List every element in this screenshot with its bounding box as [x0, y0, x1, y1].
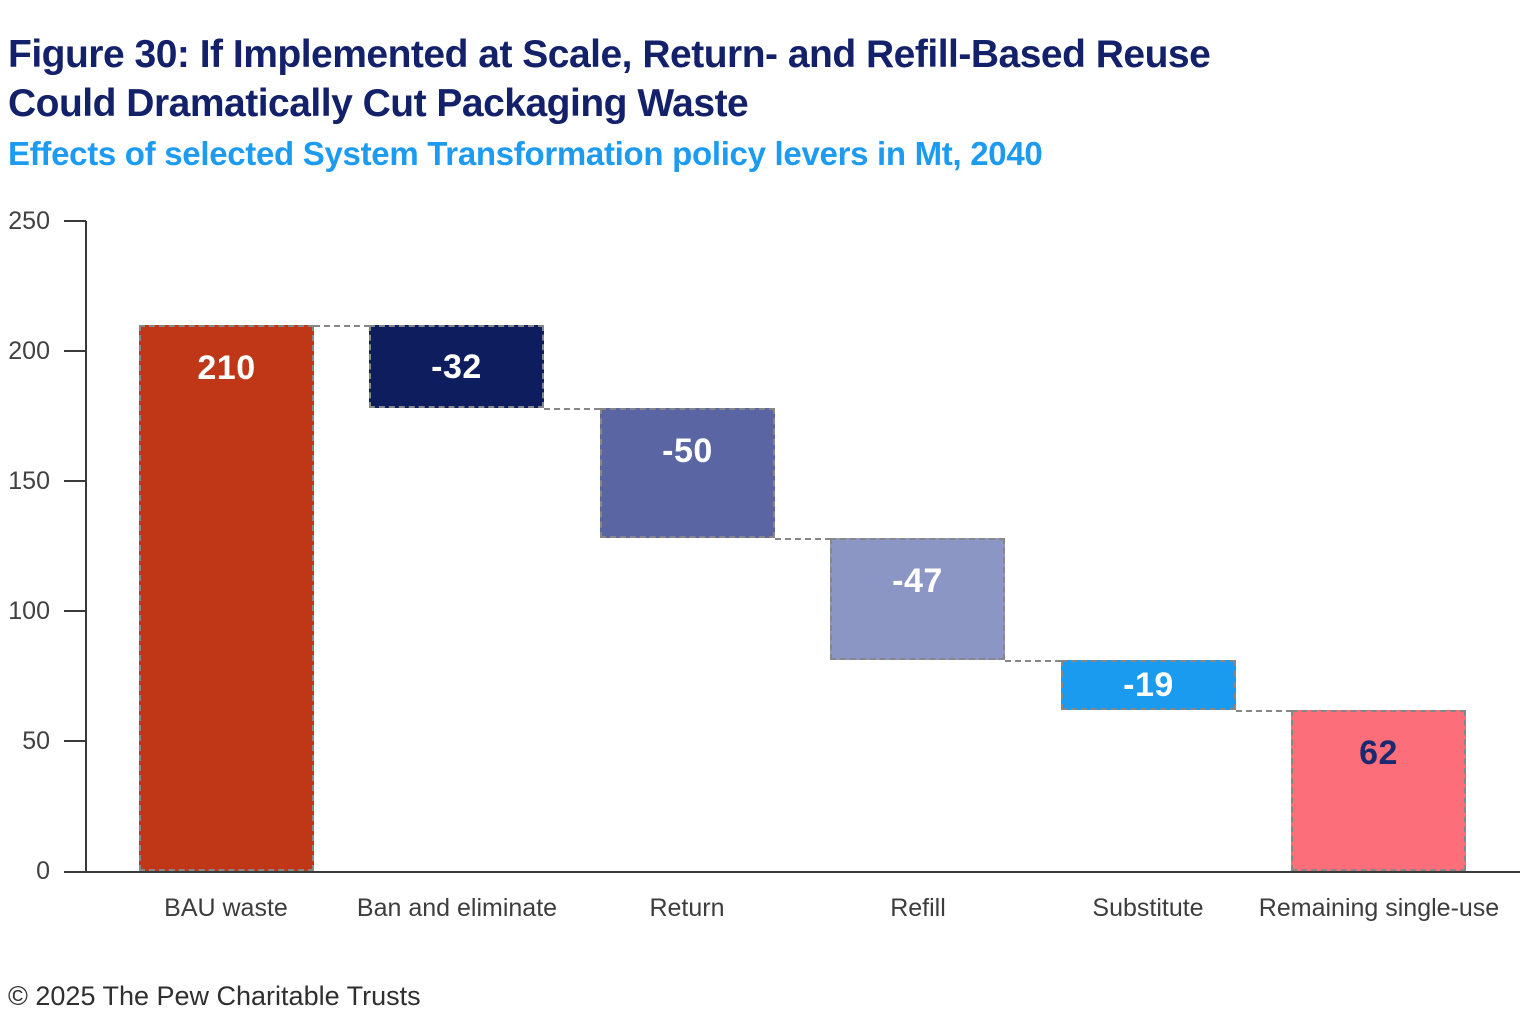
waterfall-bar: -19	[1061, 660, 1236, 710]
waterfall-bar: -47	[830, 538, 1005, 660]
connector-line	[775, 538, 831, 540]
x-axis-category-label: BAU waste	[164, 894, 288, 922]
waterfall-bar: -32	[369, 325, 544, 408]
copyright-text: © 2025 The Pew Charitable Trusts	[8, 981, 421, 1011]
bar-value-label: -32	[431, 347, 482, 386]
bar-value-label: -19	[1123, 666, 1174, 704]
connector-line	[314, 325, 370, 327]
y-axis-tick-label: 100	[8, 597, 50, 625]
connector-line	[544, 408, 600, 410]
x-axis-category-label: Ban and eliminate	[356, 894, 558, 922]
y-axis-tick-label: 50	[22, 727, 50, 755]
y-axis-tick-label: 200	[8, 337, 50, 365]
figure-title-line2: Could Dramatically Cut Packaging Waste	[8, 82, 749, 126]
y-axis-tick	[64, 610, 86, 612]
y-axis-line	[85, 221, 87, 871]
figure-subtitle: Effects of selected System Transformatio…	[8, 135, 1043, 173]
waterfall-bar: 210	[139, 325, 314, 871]
x-axis-category-label: Substitute	[1092, 894, 1204, 922]
y-axis-tick-label: 250	[8, 207, 50, 235]
y-axis-tick-label: 150	[8, 467, 50, 495]
y-axis-tick	[64, 350, 86, 352]
bar-value-label: 62	[1359, 734, 1398, 772]
waterfall-bar: 62	[1291, 710, 1466, 871]
figure-title: Figure 30: If Implemented at Scale, Retu…	[8, 30, 1211, 128]
x-axis-category-label: Return	[649, 894, 725, 922]
figure-title-line1: Figure 30: If Implemented at Scale, Retu…	[8, 33, 1211, 77]
bar-value-label: -50	[662, 432, 713, 470]
y-axis-tick-label: 0	[36, 857, 50, 885]
x-axis-line	[64, 871, 1520, 873]
y-axis-tick	[64, 480, 86, 482]
bar-value-label: 210	[197, 349, 256, 387]
x-axis-category-label: Remaining single-use	[1258, 894, 1500, 922]
waterfall-bar: -50	[600, 408, 775, 538]
y-axis-tick	[64, 740, 86, 742]
y-axis-tick	[64, 220, 86, 222]
connector-line	[1005, 660, 1061, 662]
bar-value-label: -47	[892, 562, 943, 600]
connector-line	[1236, 710, 1292, 712]
x-axis-category-label: Refill	[890, 894, 946, 922]
